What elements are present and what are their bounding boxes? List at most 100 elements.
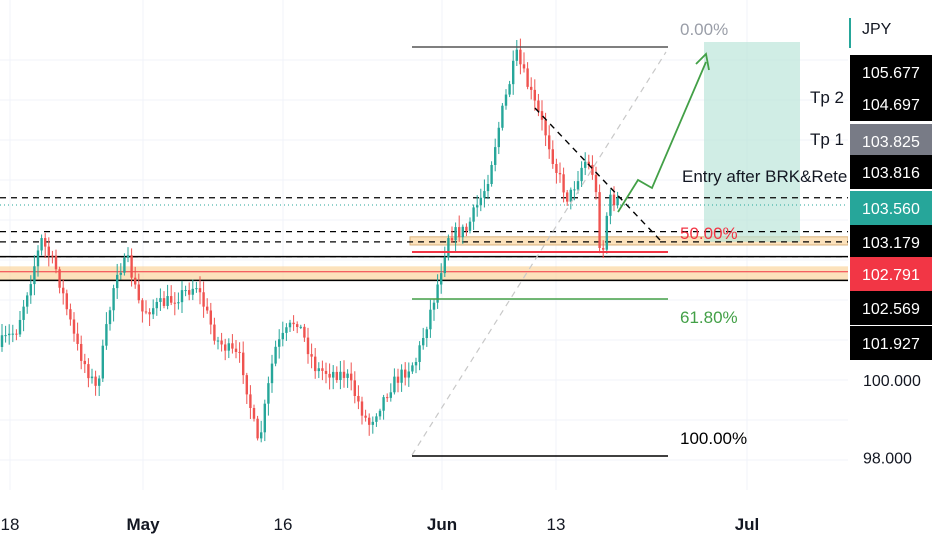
candle-113 <box>407 362 410 387</box>
candle-body <box>353 380 356 396</box>
candle-14 <box>51 250 54 264</box>
candle-body <box>242 352 245 376</box>
candle-26 <box>94 370 97 396</box>
candle-147 <box>530 77 533 100</box>
candle-body <box>260 432 263 439</box>
candle-126 <box>454 222 457 252</box>
candle-body <box>375 416 378 422</box>
candle-body <box>454 227 457 241</box>
candle-body <box>173 302 176 304</box>
candle-body <box>198 288 202 293</box>
candle-94 <box>339 360 342 390</box>
candle-65 <box>234 340 238 359</box>
price-badge-2 <box>850 124 932 158</box>
candle-58 <box>209 302 212 335</box>
horizontal-levels <box>0 197 848 282</box>
candle-body <box>490 164 493 185</box>
zone-1 <box>0 266 848 282</box>
candle-body <box>108 310 112 325</box>
candle-body <box>501 105 504 128</box>
candle-body <box>274 346 277 364</box>
candle-86 <box>310 343 313 369</box>
price-badge-0 <box>850 55 932 89</box>
candle-89 <box>321 360 324 381</box>
candle-body <box>458 227 461 238</box>
candle-body <box>144 311 148 313</box>
currency-label: JPY <box>862 21 892 38</box>
candle-body <box>220 340 223 345</box>
candle-125 <box>450 226 454 243</box>
candle-143 <box>515 40 518 67</box>
candle-77 <box>278 329 281 359</box>
candle-160 <box>576 170 580 194</box>
candle-7 <box>26 292 29 314</box>
candle-128 <box>461 224 464 244</box>
candle-153 <box>551 140 554 169</box>
candle-body <box>270 363 274 384</box>
price-badge-4-text: 103.560 <box>862 201 920 218</box>
candle-body <box>346 373 349 378</box>
candle-body <box>339 371 342 381</box>
candle-body <box>310 354 313 357</box>
candle-29 <box>105 312 108 350</box>
candle-91 <box>328 363 331 390</box>
candle-56 <box>202 281 205 318</box>
candle-body <box>393 376 396 393</box>
candle-body <box>69 309 72 320</box>
candle-body <box>101 345 104 379</box>
candle-140 <box>504 89 508 110</box>
candle-body <box>44 238 47 247</box>
candle-75 <box>270 354 274 393</box>
candle-17 <box>62 279 65 305</box>
candle-body <box>605 215 608 250</box>
candle-64 <box>231 334 234 354</box>
price-badge-6-text: 102.791 <box>862 267 920 284</box>
candle-95 <box>342 360 346 388</box>
candle-119 <box>429 299 432 338</box>
candle-body <box>429 309 432 330</box>
fibonacci-retracement[interactable]: 0.00% 50.00% 61.80% 100.00% <box>412 20 747 457</box>
candle-body <box>62 287 65 294</box>
candle-55 <box>198 276 202 305</box>
candle-body <box>130 255 133 278</box>
candle-body <box>18 319 22 335</box>
candle-49 <box>177 292 180 310</box>
candle-76 <box>274 340 277 367</box>
x-tick-1: May <box>126 515 160 534</box>
candle-72 <box>260 420 263 443</box>
candle-32 <box>116 263 119 299</box>
candle-112 <box>404 362 407 386</box>
candle-body <box>548 135 551 150</box>
candle-15 <box>54 249 58 274</box>
candle-46 <box>166 284 169 310</box>
candle-166 <box>598 184 601 254</box>
candle-19 <box>69 303 72 326</box>
candle-body <box>8 333 11 336</box>
candle-88 <box>317 362 320 379</box>
candle-body <box>184 290 187 292</box>
candle-6 <box>22 299 25 332</box>
candle-62 <box>224 338 227 361</box>
time-axis-bg <box>0 490 848 550</box>
candle-54 <box>195 281 198 293</box>
candle-body <box>562 174 565 193</box>
descending-trendline <box>534 107 661 241</box>
candle-33 <box>119 263 122 280</box>
position-target-zone[interactable] <box>704 42 800 242</box>
candle-body <box>213 324 216 341</box>
candle-68 <box>245 372 248 404</box>
candle-body <box>206 306 209 311</box>
candle-body <box>544 119 547 136</box>
candle-body <box>296 324 299 327</box>
long-position-tool[interactable] <box>704 42 800 242</box>
candle-body <box>252 408 256 419</box>
candle-body <box>580 167 583 182</box>
x-tick-5: Jul <box>735 515 760 534</box>
candle-37 <box>134 266 137 289</box>
x-tick-0: 18 <box>1 515 20 534</box>
candle-167 <box>602 240 605 259</box>
candle-body <box>411 365 414 372</box>
x-tick-3: Jun <box>427 515 457 534</box>
candle-body <box>425 329 428 339</box>
